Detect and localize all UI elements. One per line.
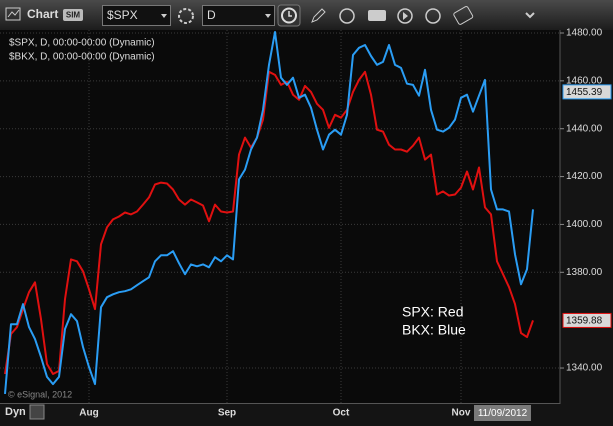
toolbar (0, 0, 613, 30)
toolbar-title: Chart (27, 7, 58, 21)
scale-mode: Dyn (5, 406, 26, 418)
chart-icon (7, 9, 20, 18)
y-tick-label: 1400.00 (566, 219, 603, 230)
legend-line: $BKX, D, 00:00-00:00 (Dynamic) (9, 52, 155, 63)
x-tick-label: Aug (79, 408, 98, 419)
x-tick-label: Sep (218, 408, 236, 419)
y-tick-label: 1480.00 (566, 28, 603, 39)
clock-icon (281, 7, 297, 24)
chart-background (0, 30, 613, 426)
alert-icon[interactable] (425, 8, 441, 24)
price-marker-label: 1455.39 (566, 87, 603, 98)
y-tick-label: 1380.00 (566, 267, 603, 278)
x-tick-label: Oct (333, 408, 350, 419)
cursor-label: 11/09/2012 (478, 408, 528, 419)
interval-input[interactable] (202, 5, 275, 26)
play-icon[interactable] (397, 8, 413, 24)
sim-badge (63, 9, 83, 21)
price-marker (562, 84, 612, 100)
series-line (4, 31, 534, 394)
legend-line: $SPX, D, 00:00-00:00 (Dynamic) (9, 38, 155, 49)
price-marker (562, 312, 612, 328)
get-icon[interactable] (368, 10, 386, 21)
play-icon (403, 12, 408, 20)
dropdown-arrow[interactable] (161, 14, 167, 18)
interval-text: D (207, 8, 216, 22)
symbol-text: $SPX (107, 8, 138, 22)
watermark: © eSignal, 2012 (8, 389, 72, 399)
sim-text: SIM (66, 11, 81, 20)
x-tick-label: Nov (452, 408, 471, 419)
settings-icon[interactable] (178, 8, 194, 24)
cursor-box (474, 405, 531, 421)
refresh-icon[interactable] (339, 8, 355, 24)
y-tick-label: 1420.00 (566, 171, 603, 182)
symbol-input[interactable] (102, 5, 171, 26)
price-marker-label: 1359.88 (566, 316, 603, 327)
dropdown-arrow[interactable] (265, 14, 271, 18)
link-icon[interactable] (453, 6, 474, 25)
time-axis (0, 403, 613, 426)
draw-icon[interactable] (311, 8, 326, 23)
clock-icon (288, 11, 292, 17)
menu-arrow[interactable] (525, 12, 535, 19)
y-tick-label: 1460.00 (566, 75, 603, 86)
chart-icon (5, 7, 21, 21)
scale-button[interactable] (29, 404, 45, 420)
y-tick-label: 1440.00 (566, 123, 603, 134)
annotation: SPX: Red (402, 304, 463, 320)
y-tick-label: 1340.00 (566, 363, 603, 374)
annotation: BKX: Blue (402, 322, 466, 338)
